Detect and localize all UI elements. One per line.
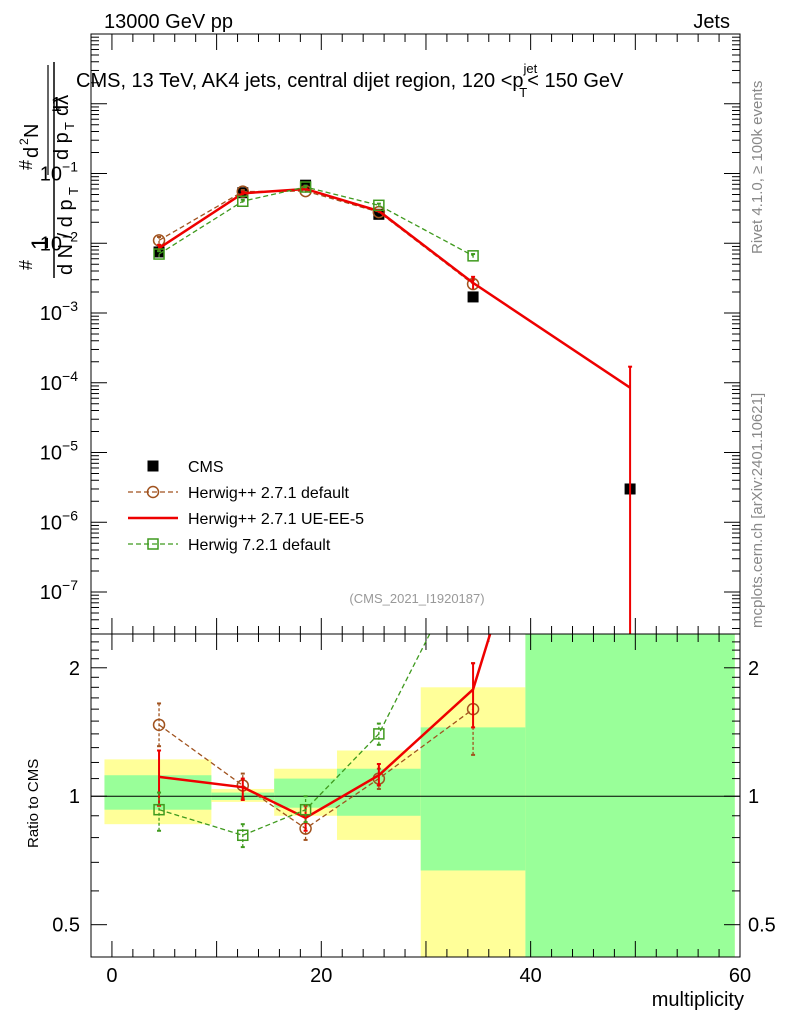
main-y-tick-label: 10−7 [40,577,78,604]
legend-item-herwigpp_default: Herwig++ 2.7.1 default [128,485,350,502]
ratio-line-herwigpp_ueee5 [158,634,492,820]
data-point-herwig721 [299,181,312,193]
main-y-tick-label: 1 [51,94,62,116]
data-point-cms [467,291,479,303]
svg-text:T: T [62,122,77,130]
legend: CMS Herwig++ 2.7.1 default Herwig++ 2.7.1 … [128,459,364,554]
ratio-plot-frame [90,633,741,958]
watermark: (CMS_2021_I1920187) [349,591,484,606]
ratio-series [152,634,492,849]
data-point-cms [373,208,385,220]
x-axis-label: multiplicity [652,989,744,1011]
data-point-herwig721 [237,195,249,208]
main-y-tick-label: 10−6 [40,507,78,534]
ratio-y-tick-label-left: 0.5 [52,915,80,937]
legend-marker-herwigpp_default [146,485,160,499]
x-tick-label: 0 [106,965,117,987]
main-panel: CMS, 13 TeV, AK4 jets, central dijet reg… [16,33,741,635]
legend-item-herwigpp_ueee5: Herwig++ 2.7.1 UE-EE-5 [128,511,364,528]
ratio-series-herwigpp_ueee5 [157,634,492,832]
ratio-point-herwig721 [237,829,249,842]
main-y-tick-label: 10−5 [40,438,78,465]
series-line-herwigpp_default [158,190,474,285]
ratio-y-tick-label-right: 2 [748,658,759,680]
legend-marker-cms [147,460,159,472]
data-point-herwigpp_default [236,185,250,198]
ratio-point-herwigpp_default [152,718,166,732]
series-herwigpp_default [152,184,480,291]
data-point-herwig721 [373,199,385,212]
legend-marker-herwig721 [147,538,159,550]
legend-item-herwig721: Herwig 7.2.1 default [128,537,331,554]
data-point-herwig721 [467,250,479,262]
svg-text:1: 1 [27,237,54,250]
ratio-y-tick-label-right: 0.5 [748,915,776,937]
svg-text:N: N [21,124,43,138]
ratio-uncertainty-bands [91,634,740,957]
svg-text:d: d [21,147,43,158]
svg-text:#: # [16,260,36,270]
main-y-axis-label: # 1 d N / d p T # d 2 N d p T dλ [16,62,81,278]
legend-item-cms: CMS [147,459,224,476]
band-green [420,727,526,871]
header-right: Jets [693,11,730,33]
series-line-herwigpp_ueee5 [158,187,631,389]
main-title: CMS, 13 TeV, AK4 jets, central dijet reg… [76,61,624,100]
ratio-y-tick-label-left: 2 [69,658,80,680]
x-tick-label: 20 [310,965,332,987]
data-point-herwig721 [153,248,165,260]
main-series [152,179,636,634]
series-herwigpp_ueee5 [157,186,633,634]
legend-label-herwigpp_ueee5: Herwig++ 2.7.1 UE-EE-5 [188,511,364,528]
svg-text:dλ: dλ [51,95,73,116]
main-y-tick-label: 10−1 [40,159,78,186]
x-tick-label: 60 [729,965,751,987]
ratio-point-herwig721 [153,803,165,816]
legend-label-herwig721: Herwig 7.2.1 default [188,537,331,554]
ratio-series-herwig721 [153,634,431,849]
x-tick-label: 40 [520,965,542,987]
band-green [525,634,735,957]
ratio-tick-labels: 0.5 0.51 12 20 20 40 60 [52,658,776,987]
mcplots-label: mcplots.cern.ch [arXiv:2401.10621] [749,393,766,628]
svg-text:T: T [66,187,81,195]
ratio-panel: 0.5 0.51 12 20 20 40 60 Ratio to CMS multiplic… [25,633,776,1011]
ratio-axis-ticks [91,634,741,957]
svg-text:d p: d p [51,132,73,160]
header-left: 13000 GeV pp [104,11,233,33]
ratio-point-herwig721 [373,728,385,740]
ratio-y-axis-label: Ratio to CMS [25,759,42,848]
ratio-y-tick-label-left: 1 [69,786,80,808]
main-y-tick-label: 10−2 [40,228,78,255]
svg-text:#: # [16,160,36,170]
svg-text:2: 2 [17,138,31,145]
main-y-tick-label: 10−3 [40,298,78,325]
ratio-y-tick-label-right: 1 [748,786,759,808]
series-cms [153,179,636,495]
band-green [274,778,337,808]
rivet-label: Rivet 4.1.0, ≥ 100k events [749,81,766,254]
series-herwig721 [153,181,479,262]
main-y-tick-labels: 10−7 10−6 10−5 10−4 10−3 10−2 10−1 1 [40,94,78,604]
legend-label-cms: CMS [188,459,224,476]
legend-label-herwigpp_default: Herwig++ 2.7.1 default [188,485,350,502]
svg-text:d N / d p: d N / d p [55,199,77,275]
main-y-tick-label: 10−4 [40,368,78,395]
ratio-point-herwig721 [299,803,312,816]
